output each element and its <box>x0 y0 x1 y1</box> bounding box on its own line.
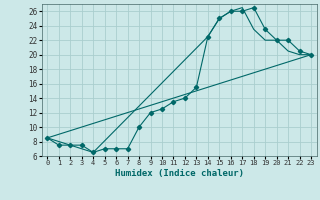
X-axis label: Humidex (Indice chaleur): Humidex (Indice chaleur) <box>115 169 244 178</box>
